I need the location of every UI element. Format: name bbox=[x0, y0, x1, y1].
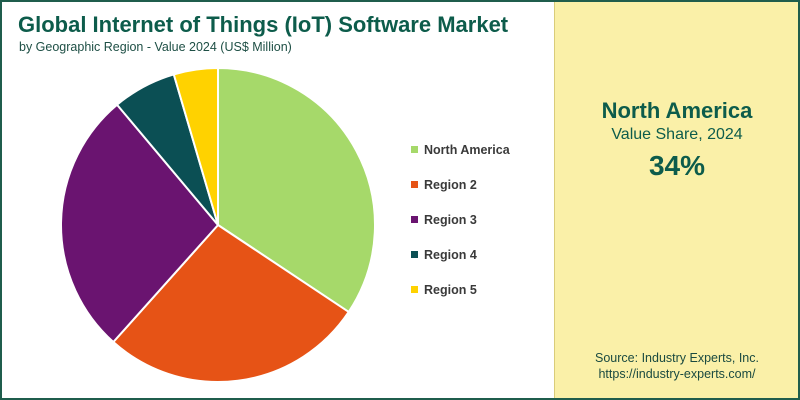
legend-label: Region 5 bbox=[424, 282, 477, 297]
legend-label: Region 2 bbox=[424, 177, 477, 192]
source-name: Source: Industry Experts, Inc. bbox=[595, 351, 759, 365]
legend-swatch bbox=[411, 251, 418, 258]
legend-item-region-2: Region 2 bbox=[411, 167, 510, 202]
legend-swatch bbox=[411, 181, 418, 188]
pie-chart bbox=[60, 66, 376, 383]
source-url[interactable]: https://industry-experts.com/ bbox=[598, 367, 756, 381]
legend-item-region-4: Region 4 bbox=[411, 237, 510, 272]
legend-item-region-5: Region 5 bbox=[411, 272, 510, 307]
legend-swatch bbox=[411, 286, 418, 293]
legend-swatch bbox=[411, 146, 418, 153]
legend-label: North America bbox=[424, 142, 510, 157]
pie-slice-region-2 bbox=[111, 223, 351, 383]
legend-item-north-america: North America bbox=[411, 132, 510, 167]
highlight-region: North America bbox=[601, 98, 753, 123]
legend-label: Region 4 bbox=[424, 247, 477, 262]
legend-label: Region 3 bbox=[424, 212, 477, 227]
highlight-value: 34% bbox=[648, 150, 706, 181]
chart-panel: Global Internet of Things (IoT) Software… bbox=[2, 2, 554, 398]
chart-title: Global Internet of Things (IoT) Software… bbox=[18, 12, 509, 37]
source-note: Source: Industry Experts, Inc. https://i… bbox=[555, 350, 798, 382]
chart-subtitle: by Geographic Region - Value 2024 (US$ M… bbox=[19, 40, 292, 54]
pie-slice-region-5 bbox=[172, 66, 219, 226]
pie-slice-region-3 bbox=[60, 103, 220, 344]
legend-swatch bbox=[411, 216, 418, 223]
highlight-panel: North America Value Share, 2024 34% Sour… bbox=[554, 2, 798, 398]
highlight-label: Value Share, 2024 bbox=[611, 126, 743, 143]
legend: North America Region 2 Region 3 Region 4 Reg… bbox=[411, 132, 510, 307]
legend-item-region-3: Region 3 bbox=[411, 202, 510, 237]
